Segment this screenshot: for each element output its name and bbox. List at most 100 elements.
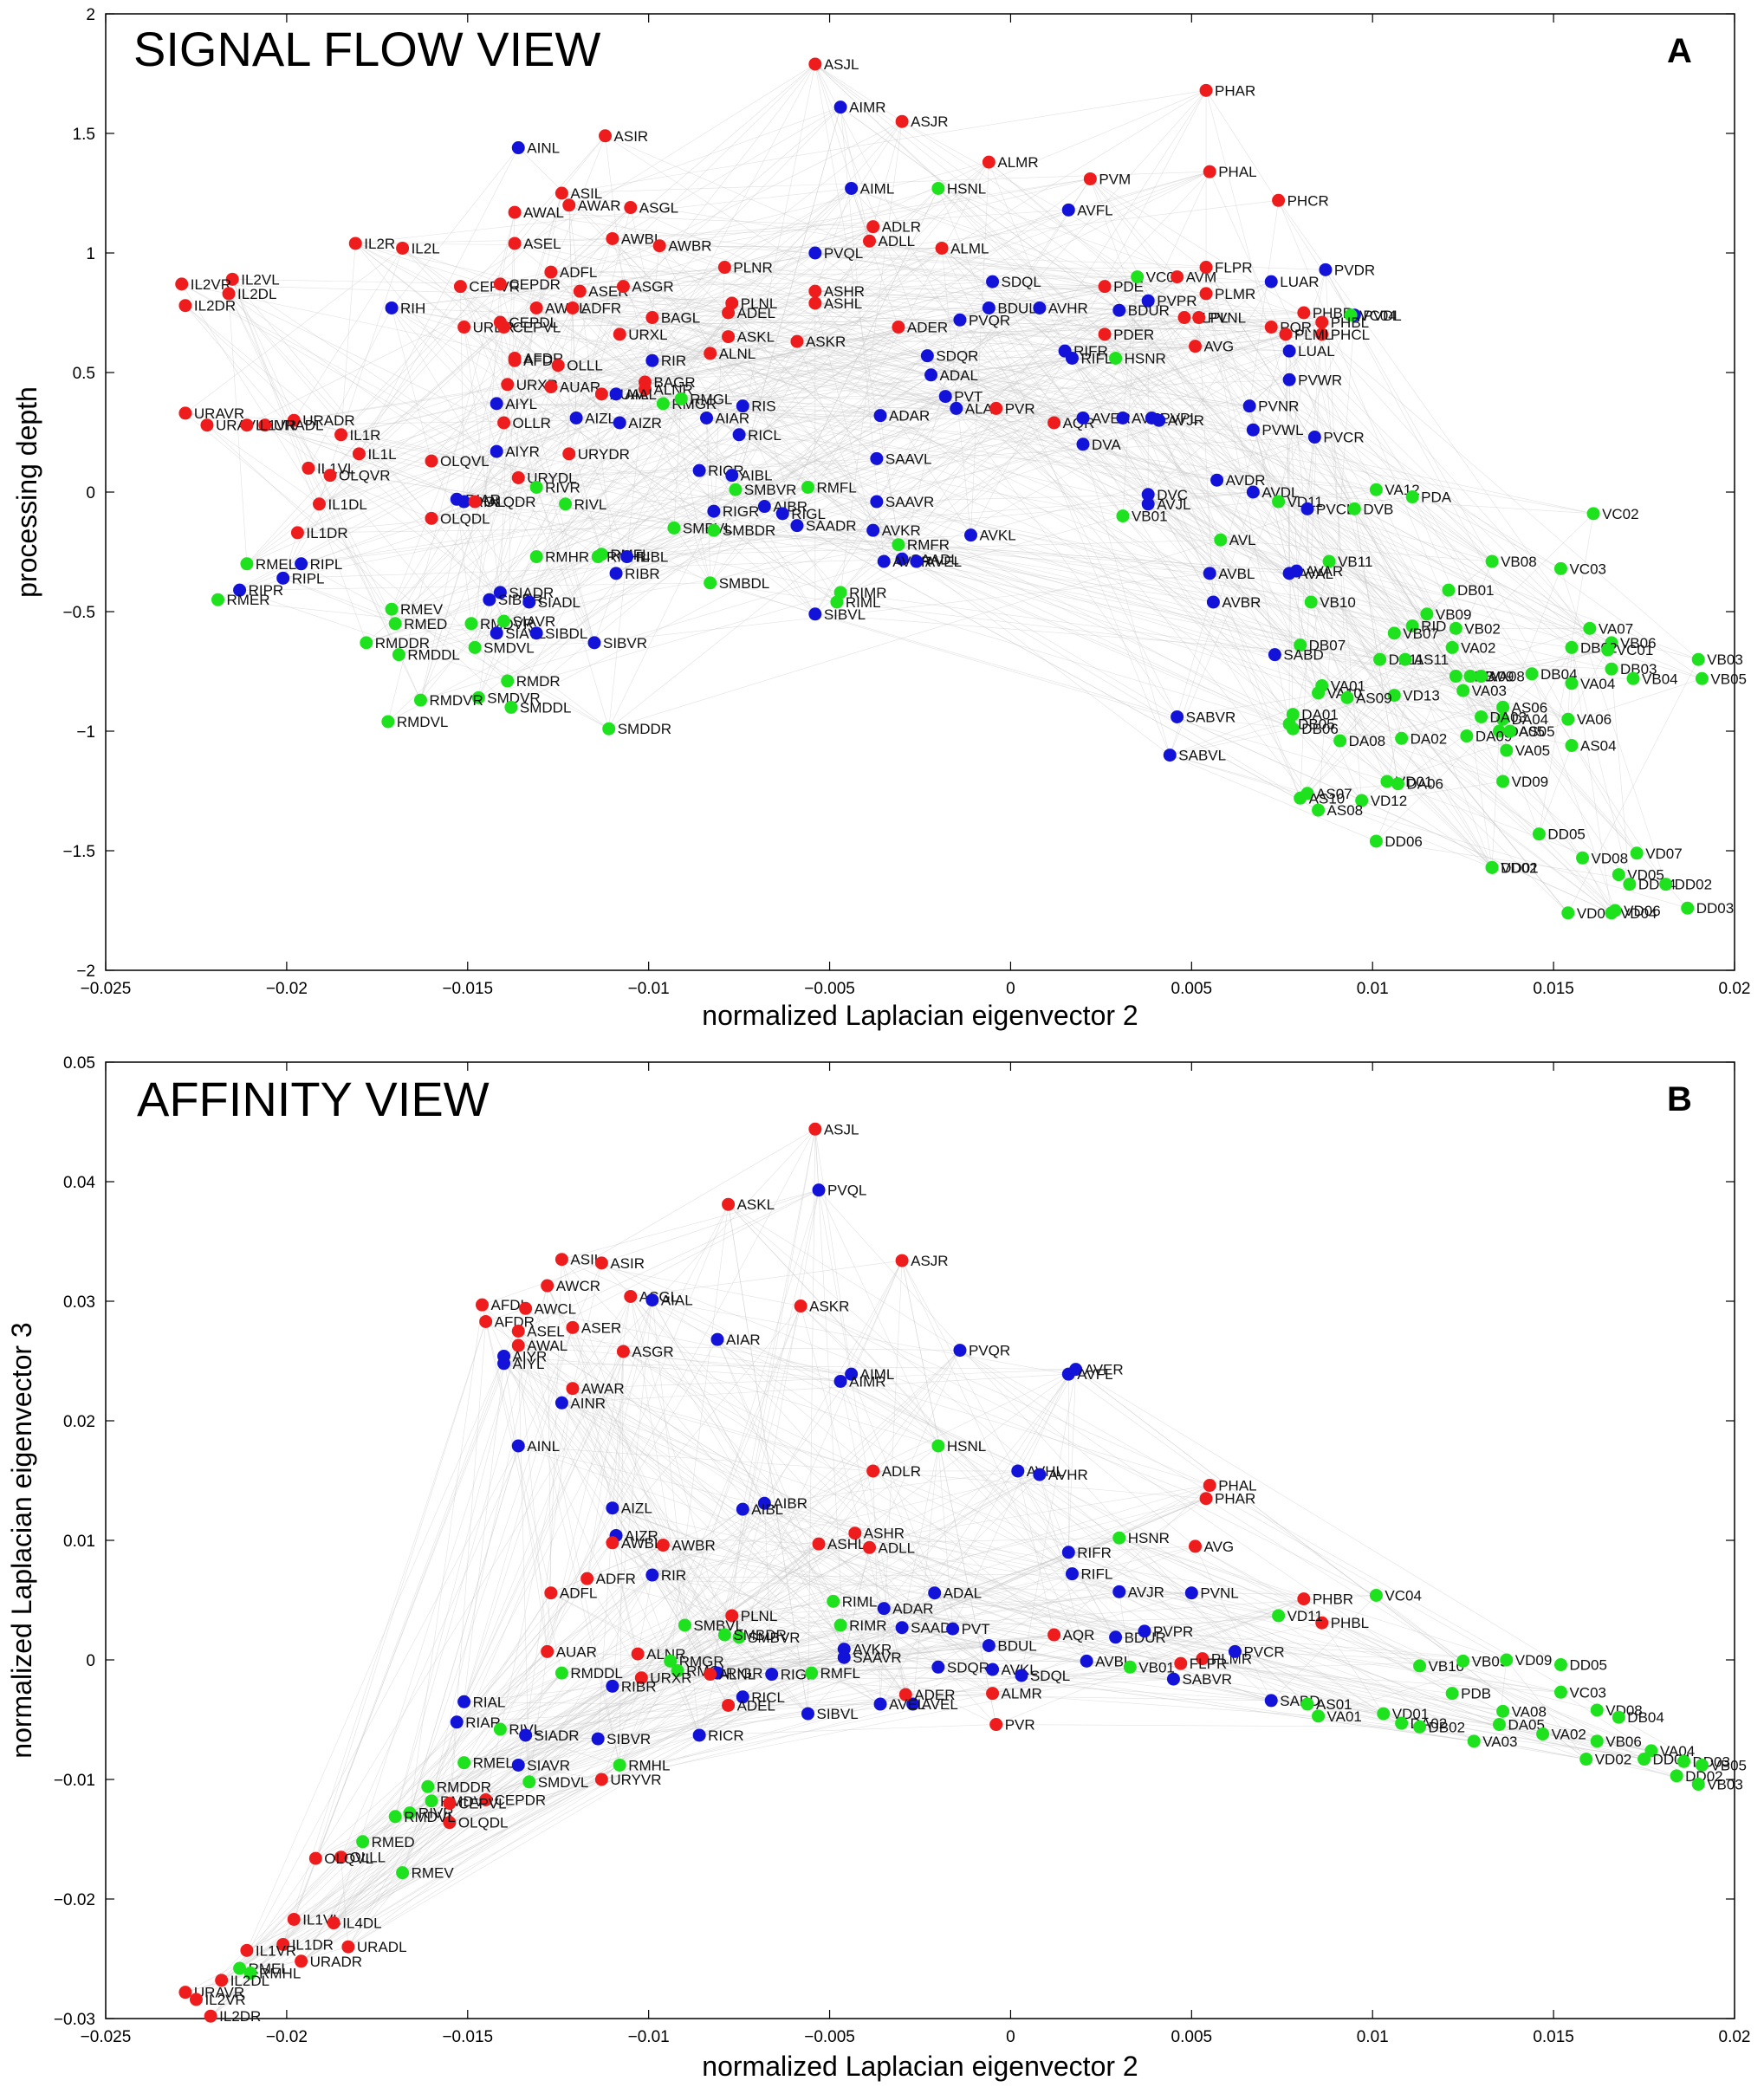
neuron-label: PHCL [1331, 327, 1370, 343]
neuron-point: PHAR [1199, 1491, 1255, 1507]
neuron-marker [1141, 294, 1155, 308]
neuron-point: PVM [1083, 171, 1131, 187]
neuron-label: PVM [1099, 171, 1131, 187]
neuron-point: AVM [1171, 269, 1216, 286]
neuron-marker [562, 447, 576, 461]
edge [1177, 276, 1290, 380]
edge [735, 458, 877, 490]
neuron-point: RIVL [559, 496, 606, 513]
edge [228, 293, 399, 655]
neuron-point: RIMR [833, 1617, 887, 1634]
edge [623, 286, 931, 376]
edge [264, 425, 501, 593]
neuron-point: OLQDL [425, 510, 490, 527]
neuron-marker [613, 1758, 626, 1772]
neuron-label: IL1L [367, 446, 396, 463]
neuron-marker [554, 1666, 568, 1680]
neuron-point: URYDR [562, 446, 630, 463]
neuron-label: AVKR [853, 1642, 892, 1658]
edge [731, 302, 798, 526]
neuron-marker [1677, 1754, 1691, 1768]
neuron-label: SIAVR [527, 1757, 570, 1773]
neuron-label: PLNL [741, 295, 778, 312]
edge [1285, 334, 1493, 868]
edge [619, 334, 710, 354]
neuron-label: RIML [842, 1593, 878, 1610]
edge [515, 358, 881, 416]
neuron-marker [1369, 483, 1383, 496]
neuron-label: VB07 [1403, 625, 1439, 642]
neuron-point: AWBR [652, 238, 712, 255]
neuron-marker [599, 129, 613, 143]
edge [301, 487, 808, 565]
y-tick-label: −0.5 [62, 604, 95, 622]
edge [329, 290, 815, 476]
neuron-point: ADAL [924, 367, 978, 384]
neuron-label: AS04 [1580, 738, 1617, 755]
neuron-point: IL4DL [327, 1915, 382, 1932]
neuron-marker [1612, 1710, 1625, 1724]
edge [366, 422, 620, 644]
neuron-point: PDER [1098, 327, 1154, 343]
edge [1318, 692, 1493, 868]
neuron-label: OLLL [567, 358, 603, 374]
neuron-marker [931, 1660, 945, 1674]
neuron-label: ASGL [639, 200, 678, 217]
neuron-marker [837, 1643, 851, 1656]
neuron-marker [1076, 411, 1090, 425]
neuron-point: VB06 [1590, 1734, 1642, 1750]
edge [391, 308, 838, 603]
edge [1104, 286, 1463, 691]
neuron-point: ADLR [866, 1463, 921, 1480]
neuron-marker [982, 155, 995, 169]
neuron-marker [1691, 652, 1705, 666]
neuron-marker [240, 1943, 254, 1957]
neuron-point: AWAL [508, 204, 564, 221]
x-tick-label: −0.015 [442, 2028, 493, 2046]
edge [420, 327, 504, 701]
neuron-point: AWAR [562, 198, 621, 214]
neuron-marker [551, 359, 565, 373]
edge [561, 90, 1207, 194]
edge [1122, 346, 1196, 418]
edge [699, 355, 928, 471]
neuron-marker [1272, 1609, 1286, 1623]
edge [956, 408, 1449, 591]
edge [1462, 690, 1503, 782]
neuron-label: SIADR [535, 1727, 580, 1744]
neuron-label: SABVR [1186, 709, 1236, 725]
edge [387, 458, 878, 723]
neuron-label: DB04 [1627, 1709, 1664, 1726]
neuron-label: SIBVR [603, 635, 647, 651]
neuron-label: ALA [965, 400, 994, 417]
neuron-label: ADAR [892, 1601, 933, 1617]
neuron-marker [808, 284, 822, 298]
neuron-label: URAVR [194, 405, 244, 422]
edge [898, 544, 1275, 655]
neuron-marker [211, 593, 225, 606]
neuron-point: AVBR [877, 554, 931, 570]
edge [814, 178, 1091, 614]
neuron-marker [892, 321, 905, 334]
edge [945, 396, 1482, 717]
neuron-marker [1112, 1531, 1126, 1545]
neuron-marker [801, 1707, 814, 1721]
edge [796, 491, 1254, 526]
edge [645, 252, 816, 390]
panel-a-letter: A [1667, 32, 1692, 70]
neuron-label: ASIL [570, 185, 602, 202]
edge [1293, 625, 1413, 729]
neuron-label: SMDVL [483, 639, 535, 656]
neuron-label: SAADL [911, 551, 959, 567]
edge [1318, 314, 1355, 811]
edge [989, 308, 1406, 660]
neuron-marker [1189, 340, 1203, 353]
neuron-marker [1083, 172, 1097, 185]
neuron-label: PHCR [1287, 192, 1329, 209]
neuron-label: AIYR [505, 444, 540, 460]
edge [496, 403, 1123, 418]
neuron-marker [1460, 729, 1474, 743]
neuron-point: AIAL [609, 386, 657, 403]
neuron-label: SMDVL [538, 1774, 589, 1791]
neuron-marker [554, 186, 568, 200]
